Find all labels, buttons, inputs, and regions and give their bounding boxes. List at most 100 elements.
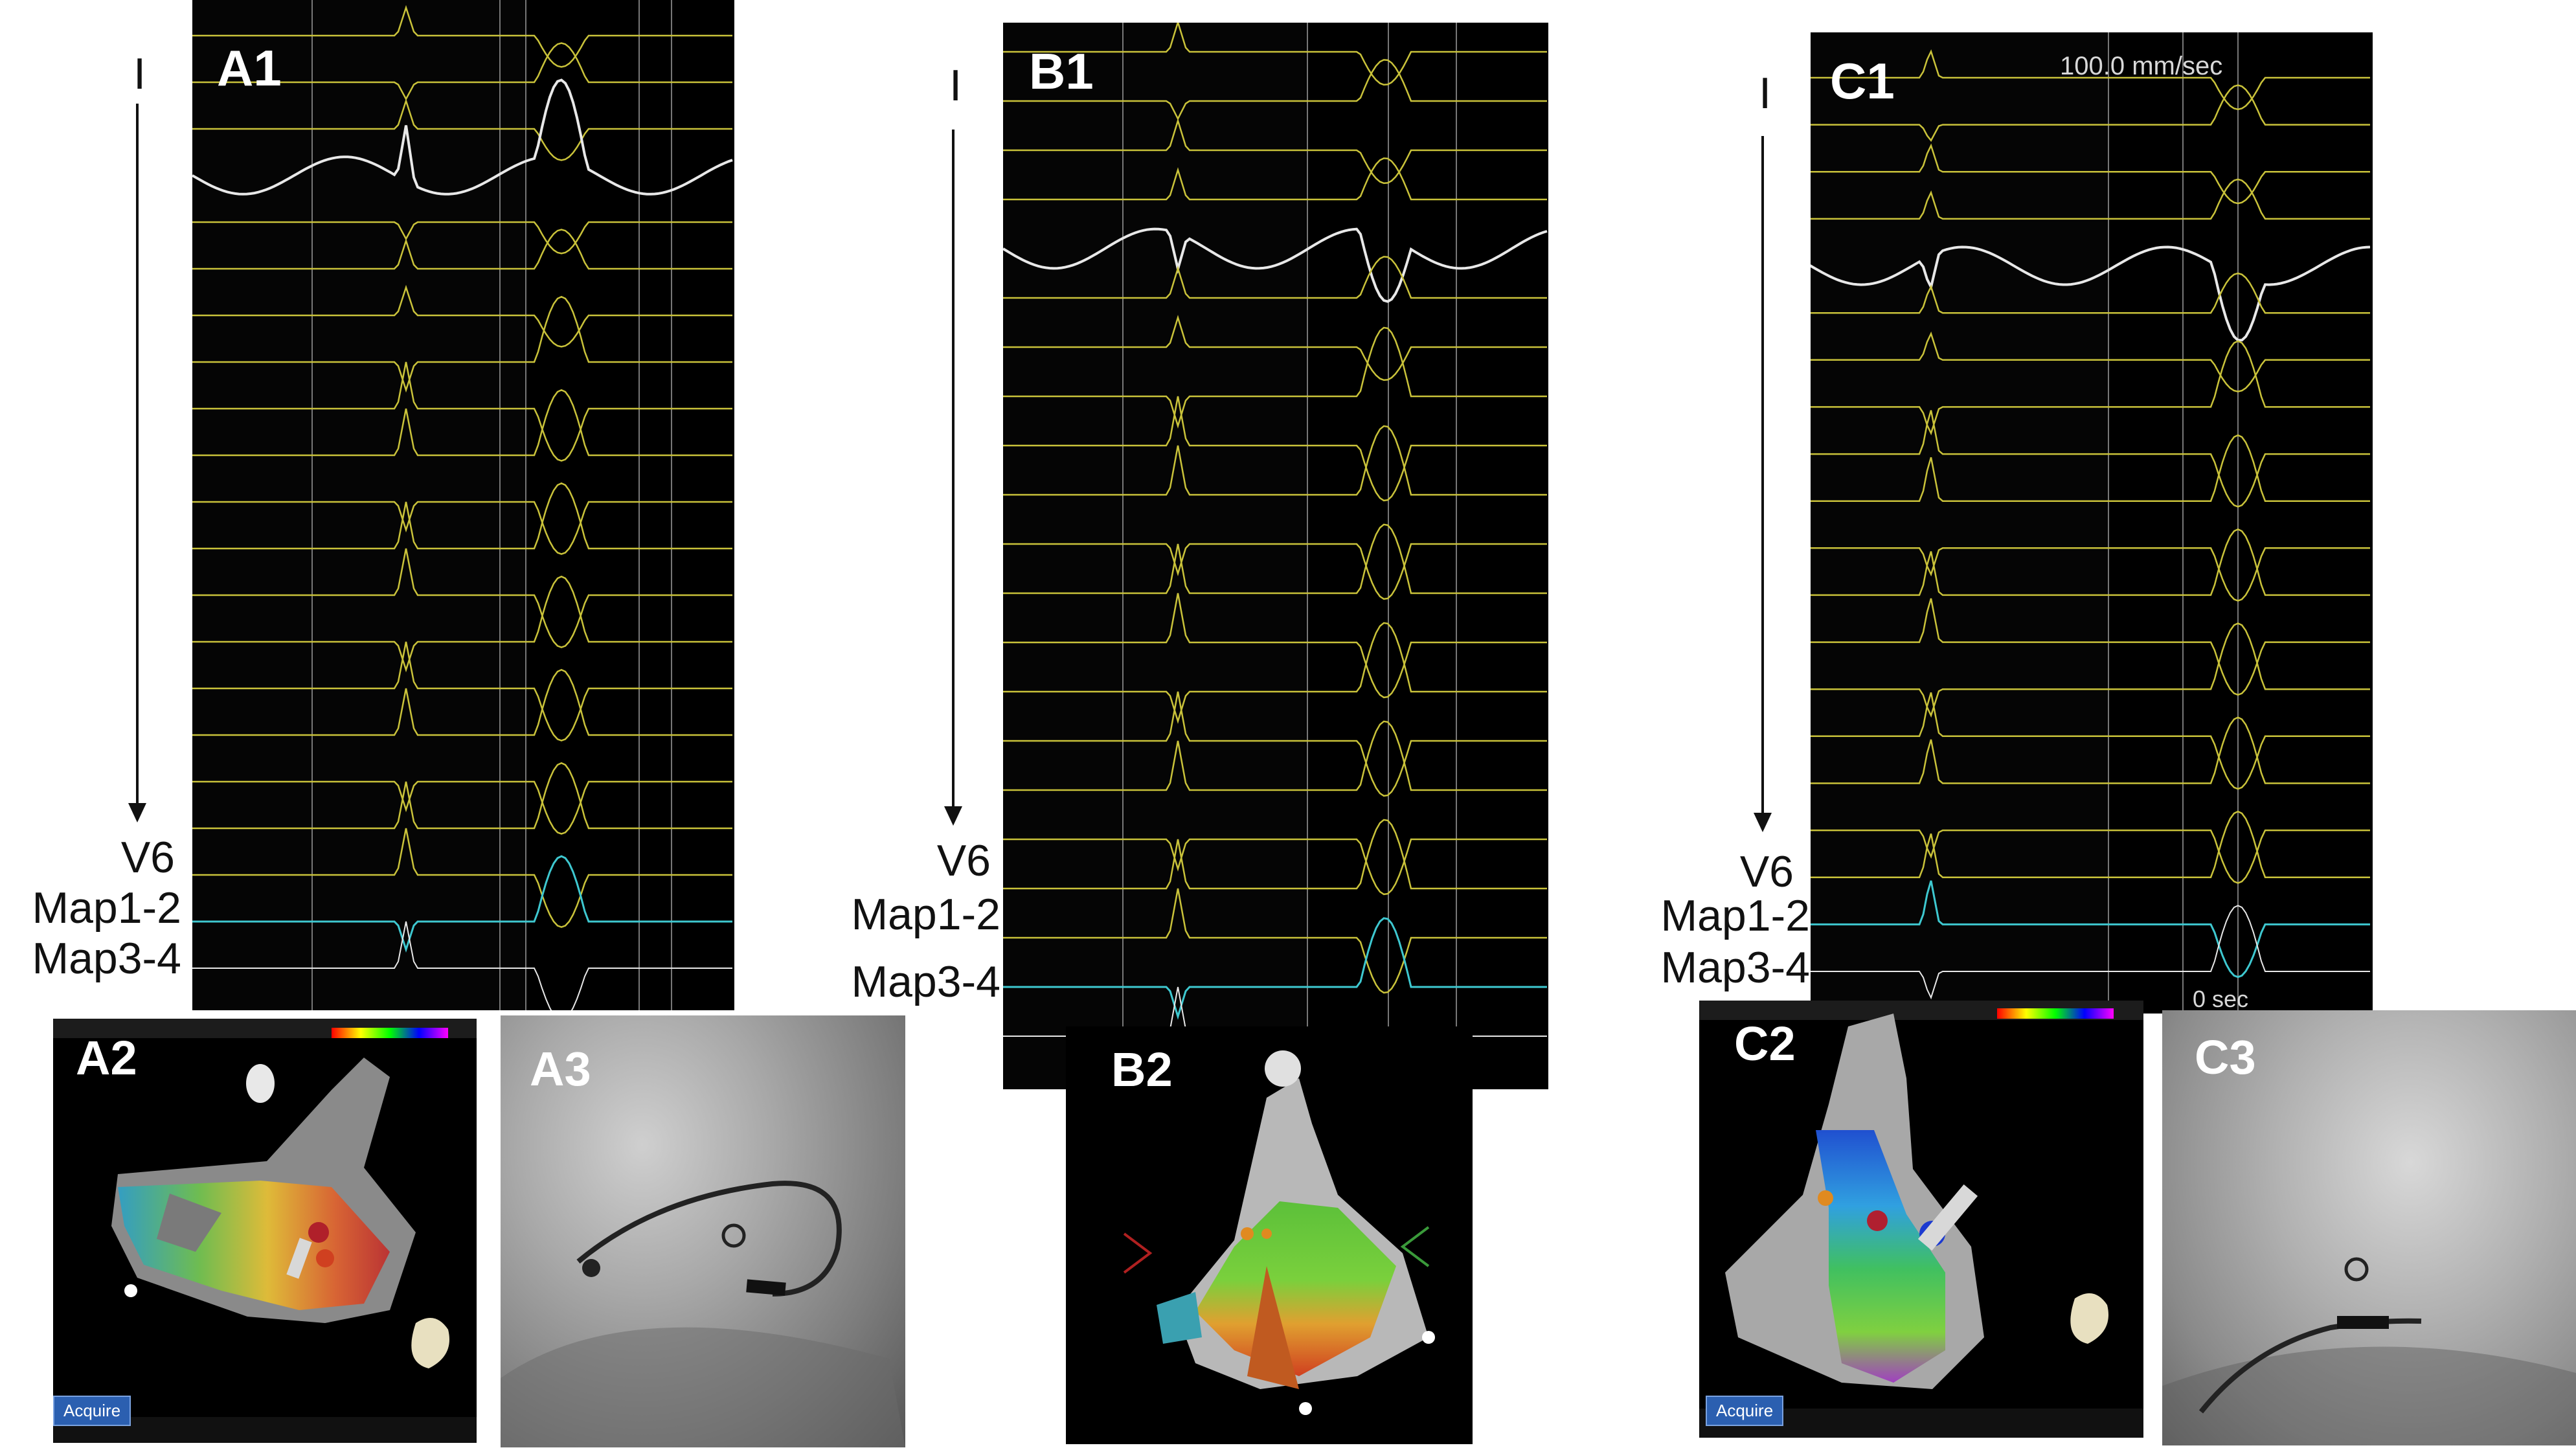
electroanatomic-map-b2	[1123, 1050, 1435, 1415]
fluoro-panel-c3: C3	[2162, 1010, 2576, 1445]
ecg-panel-a1: A1	[192, 0, 734, 1010]
panel-label-a1: A1	[217, 40, 282, 96]
ecg-trace	[1811, 622, 2370, 718]
ecg-trace	[192, 762, 732, 830]
sweep-speed-c1: 100.0 mm/sec	[2060, 52, 2223, 80]
ecg-traces-b1	[1003, 23, 1548, 1089]
ecg-trace	[1811, 410, 2370, 508]
ecg-trace	[192, 668, 732, 736]
ecg-trace	[1003, 691, 1547, 797]
ecg-trace	[1003, 819, 1547, 890]
ecg-trace	[1811, 84, 2370, 142]
map-panel-c2: Acquire C2	[1699, 1001, 2143, 1438]
ecg-trace	[1003, 593, 1547, 699]
ecg-trace	[1811, 143, 2370, 205]
ecg-trace	[1003, 256, 1547, 299]
lead-label-v6-c: V6	[1739, 847, 1794, 896]
ecg-trace	[1811, 340, 2370, 436]
ecg-trace	[192, 575, 732, 673]
panel-label-c3: C3	[2195, 1030, 2256, 1084]
ecg-trace	[192, 98, 732, 161]
ecg-trace	[192, 284, 732, 348]
ecg-trace	[192, 501, 732, 555]
ecg-trace	[1811, 810, 2370, 878]
ecg-trace	[1811, 178, 2370, 220]
lead-arrow-head-a	[128, 803, 146, 822]
ecg-trace	[192, 921, 732, 1010]
ecg-trace	[1811, 716, 2370, 784]
electroanatomic-map-a2	[53, 1019, 477, 1443]
review-window	[526, 0, 734, 1010]
ecg-trace	[1003, 23, 1547, 86]
ecg-trace	[1003, 425, 1547, 496]
fluoro-panel-a3: A3	[501, 1015, 905, 1447]
panel-label-a2: A2	[76, 1031, 137, 1085]
lead-arrow-head-c	[1754, 813, 1772, 832]
catheter-image-c3	[2162, 1257, 2576, 1445]
ecg-trace	[1003, 838, 1547, 896]
ecg-trace	[1003, 543, 1547, 600]
panel-label-a3: A3	[530, 1042, 591, 1096]
ecg-trace	[192, 482, 732, 550]
ecg-trace	[1003, 396, 1547, 502]
ecg-trace	[192, 221, 732, 255]
ecg-trace	[1811, 331, 2370, 392]
panel-label-b2: B2	[1111, 1043, 1173, 1096]
lead-label-map34-b: Map3-4	[851, 957, 1000, 1006]
review-window	[1307, 23, 1548, 1089]
ecg-trace	[1811, 880, 2370, 979]
ecg-trace	[1003, 523, 1547, 595]
ecg-trace	[1003, 315, 1547, 381]
ecg-trace	[192, 295, 732, 393]
ecg-trace	[1003, 888, 1547, 994]
ecg-trace	[1811, 272, 2370, 314]
ecg-trace	[192, 641, 732, 742]
acquire-button-a2[interactable]: Acquire	[53, 1396, 131, 1426]
ecg-trace	[1003, 917, 1547, 1020]
ecg-panel-b1: B1	[1003, 23, 1548, 1089]
ecg-trace	[1003, 227, 1548, 303]
acquire-button-c2[interactable]: Acquire	[1706, 1396, 1784, 1426]
ecg-trace	[1811, 829, 2370, 884]
lead-label-map12-b: Map1-2	[851, 890, 1000, 939]
lead-label-v6-a: V6	[120, 833, 175, 882]
ecg-trace	[1003, 59, 1547, 121]
ecg-trace	[1811, 692, 2370, 790]
ecg-trace	[1003, 720, 1547, 791]
lead-arrow-head-b	[944, 806, 962, 826]
zero-time-c1: 0 sec	[2193, 986, 2249, 1012]
ecg-trace	[192, 855, 732, 953]
lead-label-i-c: I	[1759, 69, 1771, 118]
ecg-trace	[192, 828, 732, 928]
catheter-image-a3	[501, 1181, 905, 1447]
ecg-trace	[192, 78, 733, 196]
ecg-trace	[1811, 528, 2370, 596]
panel-label-b1: B1	[1029, 43, 1094, 100]
lead-label-map34-a: Map3-4	[32, 934, 181, 983]
map-panel-a2: Acquire A2	[53, 1019, 477, 1443]
lead-label-i-a: I	[133, 49, 146, 98]
review-window	[2108, 32, 2373, 1014]
ecg-trace	[1811, 245, 2371, 342]
ecg-trace	[192, 229, 732, 270]
lead-label-v6-b: V6	[936, 836, 991, 885]
lead-label-i-b: I	[949, 61, 962, 110]
lead-label-map34-c: Map3-4	[1660, 943, 1810, 992]
ecg-trace	[192, 5, 732, 68]
ecg-panel-c1: C1 100.0 mm/sec 0 sec	[1811, 32, 2373, 1014]
ecg-trace	[192, 780, 732, 835]
ecg-trace	[1811, 598, 2370, 696]
map-panel-b2: B2	[1066, 1026, 1473, 1444]
ecg-traces-c1	[1811, 32, 2373, 1014]
ecg-trace	[1003, 118, 1547, 185]
ecg-trace	[192, 389, 732, 457]
lead-arrow-b	[952, 130, 955, 810]
ecg-trace	[192, 548, 732, 648]
ecg-trace	[1003, 622, 1547, 724]
lead-arrow-c	[1761, 136, 1764, 816]
ecg-traces-a1	[192, 0, 734, 1010]
ecg-trace	[192, 361, 732, 462]
ecg-trace	[1811, 905, 2370, 1000]
ecg-trace	[1811, 434, 2370, 502]
ecg-trace	[1811, 49, 2370, 111]
